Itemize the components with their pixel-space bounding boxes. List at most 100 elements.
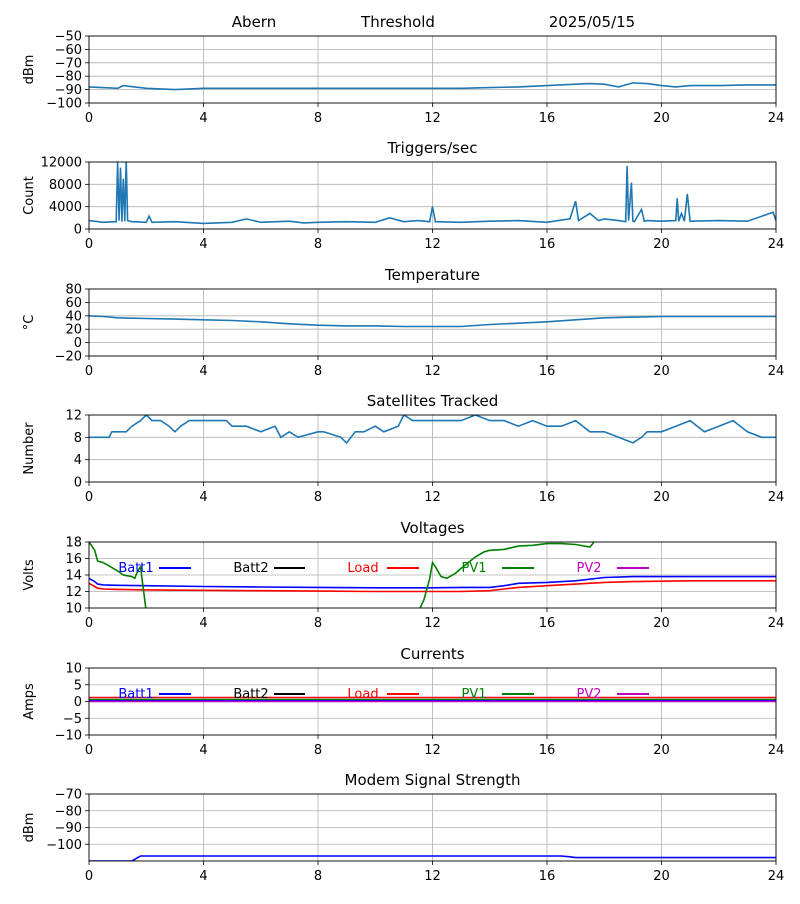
y-tick-label: 0 <box>74 336 82 351</box>
subplot-6: 0 4 8 12 16 20 24 −10 −5 0 510 Currents Amps Batt1 Bat… <box>22 645 784 758</box>
series-line <box>89 315 776 328</box>
x-tick-label: 12 <box>424 111 441 126</box>
y-axis-label: Volts <box>22 559 37 591</box>
x-tick-label: 20 <box>653 364 670 379</box>
x-tick-label: 0 <box>85 237 93 252</box>
y-tick-label: 8 <box>74 431 82 446</box>
y-tick-label: 20 <box>65 323 82 338</box>
x-tick-label: 16 <box>539 869 556 884</box>
y-tick-label: −90 <box>55 83 82 98</box>
y-tick-label: −100 <box>46 838 82 853</box>
y-tick-label: 10 <box>65 662 82 677</box>
x-tick-label: 20 <box>653 743 670 758</box>
series-line-batt1 <box>89 575 776 589</box>
y-tick-label: 4000 <box>49 200 82 215</box>
x-tick-label: 24 <box>768 743 785 758</box>
series-line-pv1 <box>89 542 595 608</box>
y-tick-label: −10 <box>55 729 82 744</box>
x-tick-label: 0 <box>85 616 93 631</box>
x-tick-label: 4 <box>199 237 207 252</box>
x-tick-label: 16 <box>539 237 556 252</box>
subplot-7: 0 4 8 12 16 20 24 −100 −90 −80−70 Modem Signal Str… <box>22 771 784 884</box>
x-tick-label: 12 <box>424 364 441 379</box>
y-tick-label: −80 <box>55 804 82 819</box>
x-tick-label: 4 <box>199 616 207 631</box>
x-tick-label: 12 <box>424 490 441 505</box>
x-tick-label: 4 <box>199 364 207 379</box>
legend-label: Batt1 <box>118 561 153 576</box>
y-tick-label: 8000 <box>49 178 82 193</box>
legend-label: PV1 <box>461 687 486 702</box>
x-tick-label: 0 <box>85 869 93 884</box>
subplot-title: Satellites Tracked <box>367 392 498 410</box>
x-tick-label: 24 <box>768 364 785 379</box>
x-tick-label: 20 <box>653 490 670 505</box>
y-tick-label: 0 <box>74 223 82 238</box>
x-tick-label: 8 <box>314 616 322 631</box>
subplot-title: Currents <box>400 645 464 663</box>
x-tick-label: 16 <box>539 364 556 379</box>
subplot-2: 0 4 8 12 16 20 24 0 4000 8000 12000 Triggers/sec Cou… <box>22 139 784 252</box>
y-tick-label: −60 <box>55 43 82 58</box>
y-tick-label: −20 <box>55 350 82 365</box>
legend-label: Batt2 <box>233 561 268 576</box>
x-tick-label: 12 <box>424 869 441 884</box>
x-tick-label: 24 <box>768 111 785 126</box>
y-axis-label: dBm <box>22 55 37 85</box>
series-line-load <box>89 579 776 593</box>
legend-label: Load <box>347 561 378 576</box>
y-tick-label: −80 <box>55 70 82 85</box>
x-tick-label: 0 <box>85 111 93 126</box>
y-tick-label: 18 <box>65 536 82 551</box>
y-tick-label: −70 <box>55 56 82 71</box>
x-tick-label: 0 <box>85 490 93 505</box>
y-tick-label: 60 <box>65 296 82 311</box>
header-station: Abern <box>232 13 276 31</box>
y-tick-label: 12000 <box>41 156 82 171</box>
y-tick-label: 4 <box>74 453 82 468</box>
series-line <box>89 162 776 225</box>
y-tick-label: 5 <box>74 678 82 693</box>
y-axis-label: °C <box>22 315 37 331</box>
y-tick-label: 14 <box>65 569 82 584</box>
y-tick-label: 40 <box>65 309 82 324</box>
x-tick-label: 0 <box>85 743 93 758</box>
x-tick-label: 8 <box>314 364 322 379</box>
legend-label: Load <box>347 687 378 702</box>
x-tick-label: 16 <box>539 111 556 126</box>
y-tick-label: −90 <box>55 821 82 836</box>
y-tick-label: 12 <box>65 409 82 424</box>
x-tick-label: 4 <box>199 869 207 884</box>
x-tick-label: 8 <box>314 111 322 126</box>
subplot-title: Modem Signal Strength <box>345 771 521 789</box>
x-tick-label: 20 <box>653 237 670 252</box>
x-tick-label: 0 <box>85 364 93 379</box>
y-tick-label: 10 <box>65 602 82 617</box>
x-tick-label: 20 <box>653 111 670 126</box>
x-tick-label: 20 <box>653 869 670 884</box>
x-tick-label: 16 <box>539 743 556 758</box>
x-tick-label: 12 <box>424 616 441 631</box>
subplot-title: Temperature <box>384 266 480 284</box>
x-tick-label: 24 <box>768 869 785 884</box>
x-tick-label: 4 <box>199 490 207 505</box>
x-tick-label: 12 <box>424 237 441 252</box>
x-tick-label: 8 <box>314 743 322 758</box>
x-tick-label: 4 <box>199 743 207 758</box>
legend-label: PV2 <box>576 687 601 702</box>
x-tick-label: 8 <box>314 237 322 252</box>
y-tick-label: 0 <box>74 695 82 710</box>
legend-label: Batt1 <box>118 687 153 702</box>
legend-label: PV1 <box>461 561 486 576</box>
header-date: 2025/05/15 <box>549 13 635 31</box>
y-tick-label: 12 <box>65 585 82 600</box>
subplot-title: Voltages <box>400 519 464 537</box>
x-tick-label: 24 <box>768 237 785 252</box>
x-tick-label: 16 <box>539 616 556 631</box>
x-tick-label: 8 <box>314 490 322 505</box>
y-axis-label: dBm <box>22 813 37 843</box>
